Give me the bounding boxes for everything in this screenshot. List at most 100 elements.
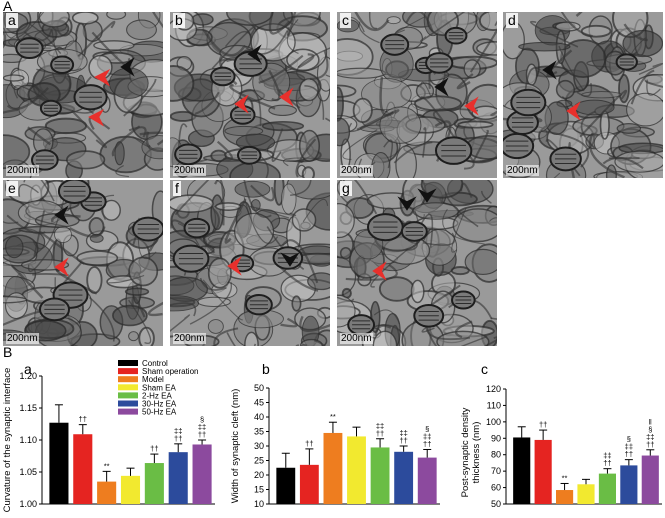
micrograph-texture [170,180,330,346]
error-bar [539,429,548,440]
y-tick-label: 1.15 [19,403,37,413]
error-bar [582,478,590,485]
red-arrow-marker [464,96,479,116]
micrograph-texture [3,12,163,178]
significance-mark: †† [399,436,407,445]
chart-letter: b [262,361,270,377]
bar-50-hz-ea [417,457,437,504]
error-bar [174,443,183,453]
mitochondrion-shape [434,136,473,165]
bar-model [97,481,117,504]
significance-mark: †† [198,430,206,439]
bar-30-hz-ea [394,451,414,504]
micrograph-texture [337,180,497,346]
legend-label: 30-Hz EA [142,400,177,409]
significance-mark: †† [603,459,611,468]
em-letter: c [340,12,351,28]
significance-mark: †† [376,429,384,438]
red-arrow-marker [234,94,249,114]
mitochondrion-shape [503,132,535,160]
black-arrow-marker [542,60,557,80]
panel-a-letter: A [3,0,13,14]
bar-sham-ea [577,484,595,504]
significance-mark: ‡‡ [376,421,384,430]
scale-bar-label: 200nm [6,333,39,344]
mitochondrion-shape [174,143,203,166]
y-tick-label: 50 [254,383,264,393]
significance-mark: ** [104,461,110,470]
mitochondrion-shape [38,297,71,322]
significance-mark: ‡‡ [399,429,407,438]
y-tick-label: 1.05 [19,467,37,477]
em-micrograph-f: f 200nm [170,180,330,346]
scale-bar-label: 200nm [173,165,206,176]
em-micrograph-a: a 200nm [3,12,163,178]
y-tick-label: 110 [487,400,501,410]
significance-mark: ‡‡ [198,423,206,432]
mitochondrion-shape [444,26,468,45]
significance-mark: ‖ [649,417,652,426]
bar-30-hz-ea [620,465,638,504]
mitochondrion-shape [400,221,428,242]
error-bar [603,468,612,474]
mitochondrion-shape [132,216,163,242]
bar-sham-operation [299,464,319,504]
mitochondrion-shape [413,303,445,328]
error-bar [198,439,207,445]
significance-mark: ‡‡ [625,442,633,451]
mitochondrion-shape [229,105,256,125]
legend-label: Sham EA [142,383,176,392]
significance-mark: ‡‡ [603,451,611,460]
significance-mark: †† [646,440,654,449]
red-arrow-marker [94,68,111,87]
em-letter: a [6,12,18,28]
error-bar [126,467,135,476]
mitochondrion-shape [15,37,44,60]
micrograph-texture [337,12,497,178]
mitochondrion-shape [39,99,62,117]
y-tick-label: 60 [491,483,501,493]
significance-mark: †† [79,415,87,424]
error-bar [305,448,314,465]
error-bar [328,421,337,433]
legend-label: Sham operation [142,367,198,376]
bar-sham-operation [534,439,552,504]
error-bar [624,459,633,466]
significance-mark: ** [330,412,336,421]
em-letter: e [6,180,18,196]
chart-letter: a [24,361,32,377]
y-tick-label: 30 [254,441,264,451]
mitochondrion-shape [236,145,262,165]
significance-mark: § [200,415,204,424]
error-bar [376,438,385,448]
red-arrow-marker [372,261,387,281]
bar-model [556,490,574,504]
legend-label: 50-Hz EA [142,408,177,417]
bar-model [323,432,343,504]
significance-mark: § [648,425,652,434]
bar-control [276,467,296,504]
error-bar [78,424,87,435]
legend-swatch [118,368,138,375]
error-bar [517,426,526,438]
error-bar [352,426,361,437]
black-arrow-marker [280,252,300,267]
significance-mark: †† [305,439,313,448]
legend-swatch [118,392,138,399]
y-tick-label: 50 [491,499,501,509]
chart-letter: c [481,361,488,377]
significance-mark: †† [539,420,547,429]
micrograph-texture [3,180,163,346]
significance-mark: ‡‡ [646,432,654,441]
mitochondrion-shape [210,66,236,87]
y-tick-label: 45 [254,398,264,408]
error-bar [423,448,432,458]
bar-50-hz-ea [192,444,212,504]
black-arrow-marker [120,57,135,77]
scale-bar-label: 200nm [506,165,539,176]
significance-mark: ‡‡ [423,432,431,441]
red-arrow-marker [279,87,294,107]
mitochondrion-shape [73,84,108,111]
significance-mark: ** [562,473,568,482]
bar-sham-ea [120,475,141,504]
